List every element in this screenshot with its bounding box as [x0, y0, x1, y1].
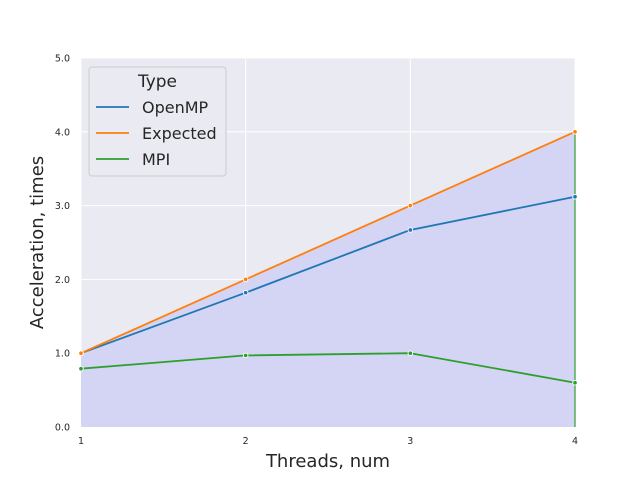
y-tick-labels: 0.0 1.0 2.0 3.0 4.0 5.0 [55, 54, 70, 434]
data-point-mpi [243, 353, 248, 358]
data-point-expected [79, 351, 84, 356]
x-tick-label: 1 [78, 436, 84, 447]
legend-label-expected: Expected [142, 124, 217, 143]
x-axis-label: Threads, num [265, 451, 390, 472]
x-tick-labels: 1 2 3 4 [78, 436, 578, 447]
legend-title: Type [137, 72, 177, 92]
data-point-expected [408, 203, 413, 208]
data-point-mpi [79, 366, 84, 371]
data-point-openmp [243, 290, 248, 295]
data-point-openmp [573, 194, 578, 199]
x-tick-label: 3 [407, 436, 413, 447]
legend-label-mpi: MPI [142, 150, 170, 169]
x-tick-label: 4 [572, 436, 578, 447]
data-point-mpi [573, 380, 578, 385]
data-point-expected [243, 277, 248, 282]
y-tick-label: 5.0 [55, 54, 70, 65]
y-tick-label: 4.0 [55, 127, 70, 138]
data-point-expected [573, 130, 578, 135]
legend-label-openmp: OpenMP [142, 98, 209, 117]
y-tick-label: 3.0 [55, 201, 70, 212]
y-tick-label: 1.0 [55, 349, 70, 360]
y-tick-label: 0.0 [55, 423, 70, 434]
data-point-openmp [408, 228, 413, 233]
y-tick-label: 2.0 [55, 275, 70, 286]
x-tick-label: 2 [243, 436, 249, 447]
data-point-mpi [408, 351, 413, 356]
y-axis-label: Acceleration, times [27, 156, 48, 329]
legend: Type OpenMP Expected MPI [89, 67, 226, 176]
